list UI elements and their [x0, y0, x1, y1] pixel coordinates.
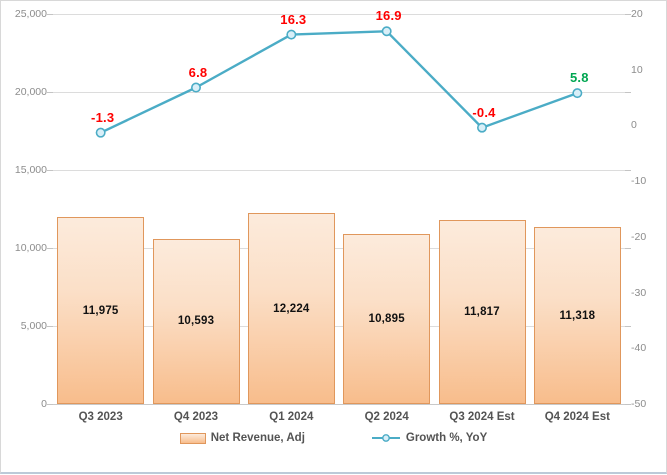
- right-axis-tick-label: 10: [631, 64, 643, 76]
- line-series-swatch-icon: [371, 434, 400, 442]
- left-axis-tick: [47, 326, 53, 327]
- category-label: Q4 2024 Est: [544, 411, 610, 423]
- left-axis-tick-label: 25,000: [14, 8, 47, 20]
- category-label: Q3 2023: [78, 411, 123, 423]
- growth-marker-icon: [476, 122, 487, 133]
- h-gridline: [53, 14, 625, 15]
- h-gridline: [53, 248, 625, 249]
- revenue-bar: 10,593: [152, 238, 240, 404]
- legend-label-net-revenue: Net Revenue, Adj: [210, 432, 305, 444]
- revenue-bar: 11,975: [57, 217, 145, 404]
- left-axis-tick: [47, 170, 53, 171]
- right-axis-tick: [625, 14, 631, 15]
- growth-value-label: 6.8: [188, 64, 208, 80]
- bar-series-swatch-icon: [179, 432, 206, 444]
- left-axis-tick: [47, 14, 53, 15]
- growth-value-label: 5.8: [569, 70, 589, 86]
- h-gridline: [53, 170, 625, 171]
- left-axis-tick-label: 5,000: [20, 320, 47, 332]
- left-axis-tick: [47, 404, 53, 405]
- growth-value-label: -0.4: [472, 104, 496, 120]
- growth-value-label: 16.9: [375, 8, 402, 24]
- right-axis-tick: [625, 170, 631, 171]
- revenue-bar: 11,318: [533, 227, 621, 404]
- x-axis-line: [53, 404, 625, 405]
- right-axis-tick-label: -10: [631, 175, 647, 187]
- revenue-bar: 12,224: [247, 213, 335, 404]
- growth-marker-icon: [286, 29, 297, 40]
- category-label: Q1 2024: [269, 411, 314, 423]
- growth-value-label: -1.3: [91, 109, 115, 125]
- growth-marker-icon: [572, 88, 583, 99]
- right-axis-tick-label: -30: [631, 287, 647, 299]
- bar-value-label: 11,817: [464, 305, 500, 318]
- growth-marker-icon: [381, 26, 392, 37]
- right-axis-tick: [625, 326, 631, 327]
- legend-label-growth: Growth %, YoY: [405, 432, 488, 444]
- left-axis-tick-label: 0: [41, 398, 47, 410]
- category-label: Q2 2024: [364, 411, 409, 423]
- growth-marker-icon: [95, 127, 106, 138]
- growth-marker-icon: [191, 82, 202, 93]
- bar-value-label: 12,224: [273, 302, 310, 315]
- left-axis-tick: [47, 248, 53, 249]
- h-gridline: [53, 92, 625, 93]
- right-axis-tick-label: 20: [631, 8, 643, 20]
- right-axis-tick-label: -20: [631, 231, 647, 243]
- right-axis-tick-label: 0: [631, 119, 637, 131]
- h-gridline: [53, 326, 625, 327]
- category-label: Q4 2023: [173, 411, 219, 423]
- left-axis-tick-label: 15,000: [14, 164, 47, 176]
- legend-item-growth: Growth %, YoY: [371, 432, 487, 444]
- legend-item-net-revenue: Net Revenue, Adj: [179, 432, 305, 444]
- right-axis-tick: [625, 248, 631, 249]
- bar-value-label: 11,318: [559, 309, 596, 322]
- category-label: Q3 2024 Est: [449, 411, 515, 423]
- left-axis-tick: [47, 92, 53, 93]
- bar-value-label: 10,593: [177, 315, 215, 328]
- revenue-bar: 10,895: [343, 234, 431, 404]
- right-axis-tick: [625, 92, 631, 93]
- bar-value-label: 11,975: [82, 304, 119, 317]
- right-axis-tick-label: -50: [631, 398, 647, 410]
- left-axis-tick-label: 10,000: [14, 242, 47, 254]
- growth-value-label: 16.3: [280, 11, 307, 27]
- right-axis-tick: [625, 404, 631, 405]
- left-axis-tick-label: 20,000: [14, 86, 47, 98]
- revenue-bar: 11,817: [438, 219, 526, 404]
- bar-value-label: 10,895: [368, 313, 405, 325]
- chart-legend: Net Revenue, Adj Growth %, YoY: [1, 432, 666, 444]
- right-axis-tick-label: -40: [631, 342, 647, 354]
